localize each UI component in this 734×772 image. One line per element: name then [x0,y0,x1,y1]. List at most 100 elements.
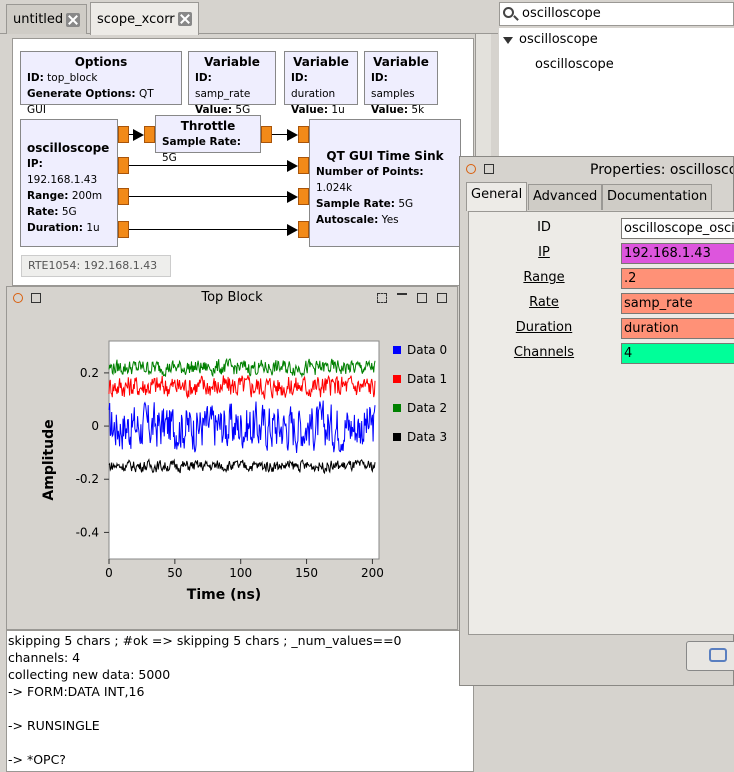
window-menu-icon[interactable] [484,164,494,174]
qt-gui-time-sink-block[interactable]: QT GUI Time Sink Number of Points: 1.024… [309,119,461,247]
connection-arrow [287,191,298,203]
tab-advanced[interactable]: Advanced [528,184,603,210]
connection-wire [129,196,287,197]
input-port[interactable] [298,157,309,174]
x-tick-label: 150 [295,566,318,580]
property-field-rate[interactable]: samp_rate [621,293,734,314]
console-line: skipping 5 chars ; #ok => skipping 5 cha… [8,633,402,648]
close-icon[interactable] [177,12,192,26]
output-port[interactable] [118,157,129,174]
maximize-icon[interactable] [437,293,447,303]
legend-entry: Data 3 [407,430,447,444]
property-field-range[interactable]: .2 [621,268,734,289]
search-icon [503,7,514,18]
tree-category-oscilloscope[interactable]: oscilloscope [519,32,598,47]
connection-arrow [287,160,298,172]
input-port[interactable] [298,188,309,205]
y-tick-label: -0.2 [76,472,99,486]
options-block[interactable]: Options ID: top_block Generate Options: … [20,51,182,116]
connection-wire [129,165,287,166]
x-tick-label: 100 [229,566,252,580]
property-field-channels[interactable]: 4 [621,343,734,364]
x-tick-label: 0 [105,566,113,580]
console-line: channels: 4 [8,650,81,665]
y-axis-label: Amplitude [41,419,57,500]
properties-general-panel: ID oscilloscope_osci IP 192.168.1.43 Range .2… [468,211,734,635]
connection-arrow [287,224,298,236]
input-port[interactable] [298,221,309,238]
top-block-plot-window: Top Block 0 50 100 150 200 0.2 0 -0.2 -0.4 Time (… [6,286,458,630]
tab-untitled[interactable]: untitled [6,4,88,34]
y-tick-label: -0.4 [76,525,99,539]
output-port[interactable] [118,188,129,205]
legend-swatch [393,404,401,412]
expand-arrow-icon[interactable] [503,37,513,44]
tab-general[interactable]: General [466,182,528,211]
property-label-duration: Duration [515,320,573,335]
variable-block-samp-rate[interactable]: Variable ID: samp_rate Value: 5G [188,51,276,116]
legend-entry: Data 2 [407,401,447,415]
console-line [8,734,473,751]
oscilloscope-block[interactable]: oscilloscope IP: 192.168.1.43 Range: 200… [20,119,118,247]
legend-swatch [393,433,401,441]
legend-entry: Data 0 [407,343,447,357]
legend-entry: Data 1 [407,372,447,386]
block-hint-label: RTE1054: 192.168.1.43 [21,255,171,277]
app-icon [13,293,23,303]
output-port[interactable] [118,221,129,238]
ok-button[interactable] [686,641,734,671]
minimize-icon[interactable] [417,293,427,303]
console-line: -> RUNSINGLE [8,718,100,733]
properties-dialog: Properties: oscilloscope General Advance… [459,156,734,686]
property-label-rate: Rate [529,295,559,310]
connection-wire [272,134,287,135]
tree-item-oscilloscope[interactable]: oscilloscope [535,57,614,72]
keep-above-icon[interactable] [397,293,407,303]
block-search-input[interactable]: oscilloscope [499,2,734,26]
app-icon [466,164,476,174]
x-axis-label: Time (ns) [187,587,261,603]
y-tick-label: 0 [91,419,99,433]
connection-arrow [133,129,144,141]
series-line-data-3 [108,458,376,475]
properties-title: Properties: oscilloscope [590,162,733,178]
x-tick-label: 50 [167,566,182,580]
console-line: -> FORM:DATA INT,16 [8,684,145,699]
document-tabbar: untitled scope_xcorr [0,0,498,35]
output-port[interactable] [118,126,129,143]
close-icon[interactable] [66,12,81,27]
property-field-duration[interactable]: duration [621,318,734,339]
console-line: -> *OPC? [8,752,66,767]
ok-check-icon [709,648,727,662]
variable-block-duration[interactable]: Variable ID: duration Value: 1u [284,51,358,116]
flowgraph-canvas[interactable]: Options ID: top_block Generate Options: … [12,38,474,286]
tab-documentation[interactable]: Documentation [602,184,713,210]
property-field-ip[interactable]: 192.168.1.43 [621,243,734,264]
time-sink-chart[interactable]: 0 50 100 150 200 0.2 0 -0.2 -0.4 Time (ns) Amplitu… [7,309,457,629]
series-line-data-2 [108,357,376,379]
console-output: skipping 5 chars ; #ok => skipping 5 cha… [6,630,474,772]
window-menu-icon[interactable] [31,293,41,303]
connection-wire [129,134,133,135]
y-tick-label: 0.2 [80,366,99,380]
legend-swatch [393,346,401,354]
plot-window-title: Top Block [201,290,263,305]
property-field-id[interactable]: oscilloscope_osci [621,218,734,239]
console-line: collecting new data: 5000 [8,667,171,682]
input-port[interactable] [298,126,309,143]
tab-scope-xcorr[interactable]: scope_xcorr [90,2,199,35]
console-line [8,700,473,717]
block-tree: oscilloscope oscilloscope [499,28,734,158]
variable-block-samples[interactable]: Variable ID: samples Value: 5k [364,51,438,116]
series-line-data-1 [108,374,376,401]
fullscreen-icon[interactable] [377,293,387,303]
x-tick-label: 200 [361,566,384,580]
property-label-channels: Channels [513,345,575,360]
output-port[interactable] [261,126,272,143]
property-label-id: ID [537,220,551,235]
throttle-block[interactable]: Throttle Sample Rate: 5G [155,115,261,164]
input-port[interactable] [144,126,155,143]
property-label-ip: IP [538,245,550,260]
connection-wire [129,229,287,230]
property-label-range: Range [523,270,565,285]
